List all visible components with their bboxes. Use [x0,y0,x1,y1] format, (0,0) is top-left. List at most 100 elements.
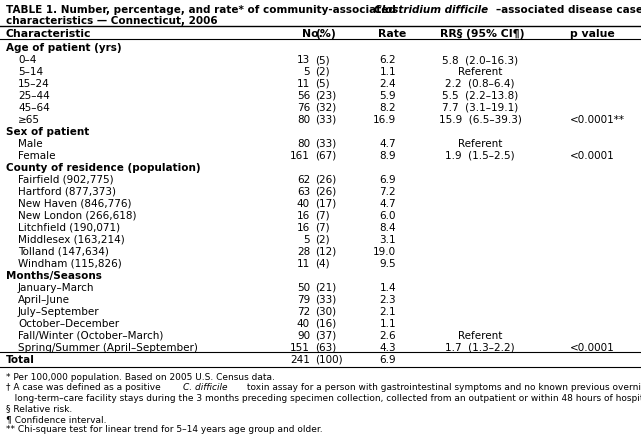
Text: 40: 40 [297,318,310,328]
Text: 7.7  (3.1–19.1): 7.7 (3.1–19.1) [442,103,518,113]
Text: 8.2: 8.2 [379,103,396,113]
Text: ¶ Confidence interval.: ¶ Confidence interval. [6,414,106,423]
Text: 1.9  (1.5–2.5): 1.9 (1.5–2.5) [445,151,515,161]
Text: 4.7: 4.7 [379,198,396,208]
Text: * Per 100,000 population. Based on 2005 U.S. Census data.: * Per 100,000 population. Based on 2005 … [6,372,275,381]
Text: 5.8  (2.0–16.3): 5.8 (2.0–16.3) [442,55,518,65]
Text: 72: 72 [297,306,310,316]
Text: Fairfield (902,775): Fairfield (902,775) [18,175,113,184]
Text: 5.9: 5.9 [379,91,396,101]
Text: –associated disease cases,† by selected: –associated disease cases,† by selected [496,5,641,15]
Text: Hartford (877,373): Hartford (877,373) [18,187,116,197]
Text: 16: 16 [297,223,310,233]
Text: Sex of patient: Sex of patient [6,127,89,137]
Text: 28: 28 [297,247,310,256]
Text: (33): (33) [315,294,337,304]
Text: Middlesex (163,214): Middlesex (163,214) [18,234,125,244]
Text: Referent: Referent [458,330,502,340]
Text: (2): (2) [315,234,329,244]
Text: Fall/Winter (October–March): Fall/Winter (October–March) [18,330,163,340]
Text: 11: 11 [297,79,310,89]
Text: Referent: Referent [458,67,502,77]
Text: 40: 40 [297,198,310,208]
Text: † A case was defined as a positive: † A case was defined as a positive [6,383,163,392]
Text: 5: 5 [303,234,310,244]
Text: 76: 76 [297,103,310,113]
Text: 15–24: 15–24 [18,79,50,89]
Text: July–September: July–September [18,306,99,316]
Text: 3.1: 3.1 [379,234,396,244]
Text: 6.0: 6.0 [379,211,396,220]
Text: (5): (5) [315,79,329,89]
Text: 15.9  (6.5–39.3): 15.9 (6.5–39.3) [438,115,521,125]
Text: (26): (26) [315,187,337,197]
Text: Male: Male [18,139,42,148]
Text: 11: 11 [297,258,310,268]
Text: (30): (30) [315,306,336,316]
Text: 161: 161 [290,151,310,161]
Text: 1.4: 1.4 [379,283,396,292]
Text: 5–14: 5–14 [18,67,43,77]
Text: Months/Seasons: Months/Seasons [6,270,102,280]
Text: 9.5: 9.5 [379,258,396,268]
Text: (32): (32) [315,103,337,113]
Text: (16): (16) [315,318,337,328]
Text: (67): (67) [315,151,337,161]
Text: TABLE 1. Number, percentage, and rate* of community-associated: TABLE 1. Number, percentage, and rate* o… [6,5,399,15]
Text: Age of patient (yrs): Age of patient (yrs) [6,43,122,53]
Text: RR§ (95% CI¶): RR§ (95% CI¶) [440,29,524,39]
Text: § Relative risk.: § Relative risk. [6,403,72,413]
Text: Clostridium difficile: Clostridium difficile [374,5,488,15]
Text: 151: 151 [290,342,310,352]
Text: 2.6: 2.6 [379,330,396,340]
Text: Referent: Referent [458,139,502,148]
Text: Total: Total [6,354,35,364]
Text: (12): (12) [315,247,337,256]
Text: 8.9: 8.9 [379,151,396,161]
Text: <0.0001: <0.0001 [570,151,615,161]
Text: (100): (100) [315,354,343,364]
Text: 50: 50 [297,283,310,292]
Text: 2.3: 2.3 [379,294,396,304]
Text: 62: 62 [297,175,310,184]
Text: 90: 90 [297,330,310,340]
Text: 16: 16 [297,211,310,220]
Text: 80: 80 [297,139,310,148]
Text: Spring/Summer (April–September): Spring/Summer (April–September) [18,342,198,352]
Text: long-term–care facility stays during the 3 months preceding specimen collection,: long-term–care facility stays during the… [6,393,641,402]
Text: (33): (33) [315,139,337,148]
Text: 241: 241 [290,354,310,364]
Text: (63): (63) [315,342,337,352]
Text: 0–4: 0–4 [18,55,37,65]
Text: ** Chi-square test for linear trend for 5–14 years age group and older.: ** Chi-square test for linear trend for … [6,424,322,434]
Text: Rate: Rate [378,29,406,39]
Text: 16.9: 16.9 [373,115,396,125]
Text: C. difficile: C. difficile [183,383,228,392]
Text: (7): (7) [315,211,329,220]
Text: 25–44: 25–44 [18,91,50,101]
Text: 1.7  (1.3–2.2): 1.7 (1.3–2.2) [445,342,515,352]
Text: 6.2: 6.2 [379,55,396,65]
Text: (23): (23) [315,91,337,101]
Text: 2.1: 2.1 [379,306,396,316]
Text: 4.7: 4.7 [379,139,396,148]
Text: Litchfield (190,071): Litchfield (190,071) [18,223,120,233]
Text: (21): (21) [315,283,337,292]
Text: 56: 56 [297,91,310,101]
Text: (%): (%) [315,29,336,39]
Text: 1.1: 1.1 [379,67,396,77]
Text: 2.2  (0.8–6.4): 2.2 (0.8–6.4) [445,79,515,89]
Text: (26): (26) [315,175,337,184]
Text: <0.0001: <0.0001 [570,342,615,352]
Text: New Haven (846,776): New Haven (846,776) [18,198,131,208]
Text: p value: p value [570,29,615,39]
Text: 80: 80 [297,115,310,125]
Text: 2.4: 2.4 [379,79,396,89]
Text: Female: Female [18,151,56,161]
Text: Characteristic: Characteristic [6,29,92,39]
Text: 1.1: 1.1 [379,318,396,328]
Text: 6.9: 6.9 [379,354,396,364]
Text: 63: 63 [297,187,310,197]
Text: (17): (17) [315,198,337,208]
Text: ≥65: ≥65 [18,115,40,125]
